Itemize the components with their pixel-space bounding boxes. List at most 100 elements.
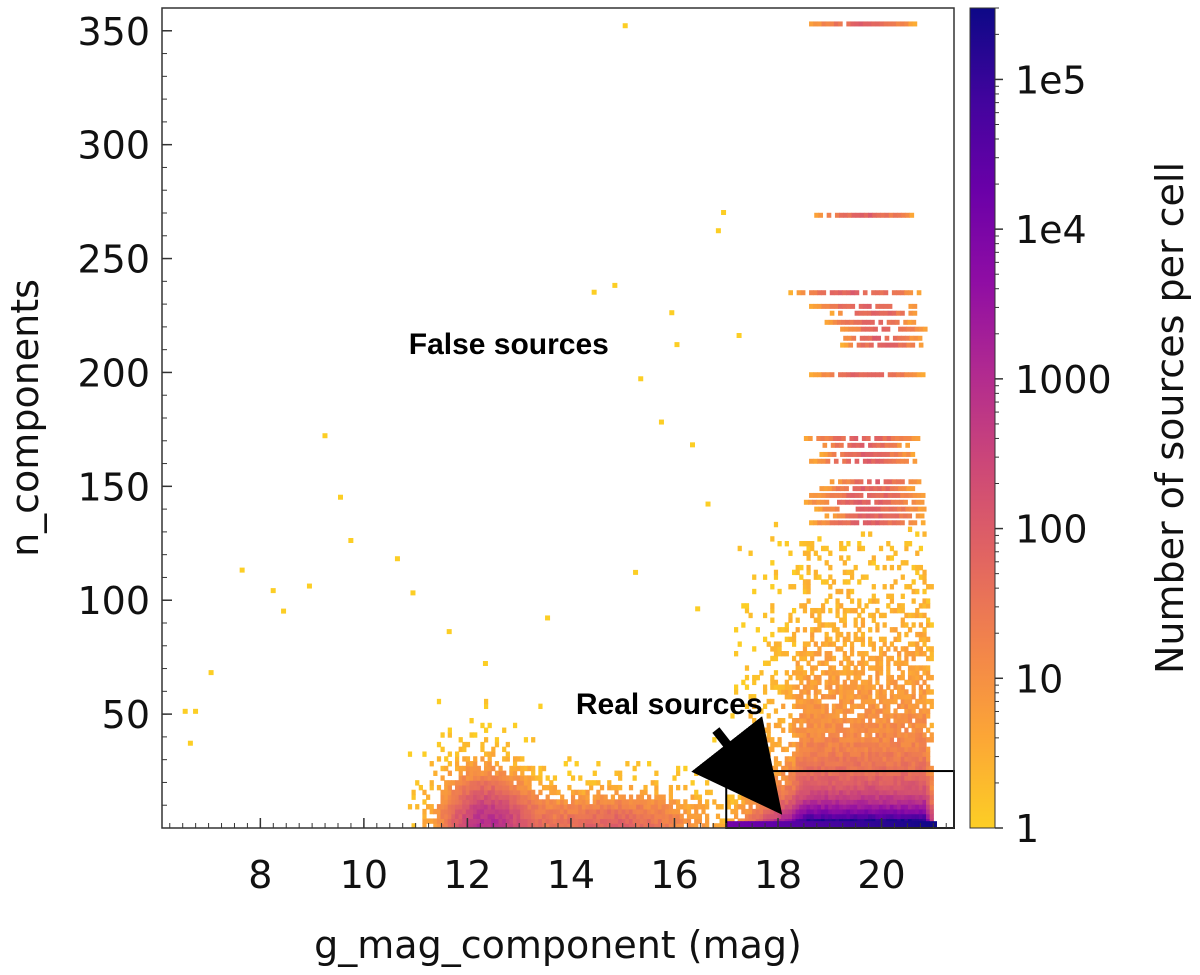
heatmap-cell <box>394 556 400 562</box>
heatmap-cell <box>907 784 913 791</box>
heatmap-cell <box>820 741 826 748</box>
heatmap-cell <box>791 789 797 796</box>
heatmap-cell <box>842 746 847 753</box>
heatmap-cell <box>893 732 898 738</box>
heatmap-cell <box>831 713 837 719</box>
heatmap-cell <box>860 636 866 643</box>
heatmap-streak-cell <box>861 436 867 441</box>
heatmap-cell <box>864 684 869 690</box>
heatmap-cell <box>766 641 771 647</box>
heatmap-cell <box>842 612 847 619</box>
heatmap-cell <box>422 818 427 824</box>
heatmap-cell <box>918 780 924 786</box>
heatmap-cell <box>795 660 800 666</box>
heatmap-cell <box>886 780 891 786</box>
heatmap-cell <box>458 813 463 820</box>
heatmap-cell <box>719 818 724 824</box>
heatmap-cell <box>480 741 485 748</box>
heatmap-cell <box>494 784 500 791</box>
heatmap-cell <box>614 770 619 776</box>
heatmap-cell <box>545 615 551 621</box>
heatmap-streak-cell <box>885 486 891 492</box>
heatmap-cell <box>900 813 905 820</box>
heatmap-streak-cell <box>875 479 880 485</box>
heatmap-cell <box>784 694 789 700</box>
heatmap-cell <box>791 703 797 710</box>
heatmap-cell <box>476 784 481 791</box>
heatmap-cell <box>882 746 887 753</box>
heatmap-cell <box>922 746 927 753</box>
heatmap-cell <box>835 746 840 753</box>
heatmap-cell <box>900 713 905 719</box>
heatmap-cell <box>791 818 797 824</box>
heatmap-cell <box>820 808 826 815</box>
heatmap-cell <box>773 813 779 820</box>
heatmap-cell <box>806 584 811 590</box>
heatmap-cell <box>846 655 851 662</box>
heatmap-cell <box>904 794 909 800</box>
heatmap-cell <box>820 660 826 666</box>
heatmap-cell <box>592 808 597 815</box>
heatmap-cell <box>926 770 931 776</box>
heatmap-cell <box>882 612 887 619</box>
heatmap-cell <box>755 756 760 762</box>
heatmap-cell <box>802 727 808 733</box>
heatmap-cell <box>864 737 869 743</box>
heatmap-cell <box>322 433 328 439</box>
heatmap-cell <box>737 818 742 824</box>
heatmap-cell <box>469 765 474 772</box>
heatmap-cell <box>817 646 822 652</box>
heatmap-streak-cell <box>912 492 918 498</box>
heatmap-cell <box>813 780 818 786</box>
heatmap-cell <box>755 813 760 820</box>
heatmap-cell <box>672 813 677 820</box>
heatmap-cell <box>769 821 774 828</box>
heatmap-cell <box>842 751 847 757</box>
heatmap-cell <box>835 598 840 604</box>
heatmap-cell <box>860 660 866 666</box>
heatmap-cell <box>849 804 855 810</box>
heatmap-cell <box>781 804 786 810</box>
heatmap-streak-cell <box>808 436 813 441</box>
heatmap-cell <box>835 775 840 781</box>
heatmap-cell <box>817 660 822 666</box>
heatmap-cell <box>607 804 612 810</box>
heatmap-cell <box>853 636 858 643</box>
heatmap-cell <box>839 818 844 824</box>
heatmap-cell <box>806 761 811 767</box>
heatmap-cell <box>766 751 771 757</box>
colorbar-tick-label: 100 <box>1015 508 1088 552</box>
heatmap-cell <box>907 713 913 719</box>
heatmap-cell <box>918 689 924 695</box>
heatmap-streak-cell <box>904 21 909 27</box>
heatmap-cell <box>857 751 862 757</box>
heatmap-cell <box>581 818 587 824</box>
heatmap-cell <box>802 641 808 647</box>
heatmap-cell <box>781 799 786 805</box>
heatmap-streak-cell <box>825 303 831 309</box>
heatmap-cell <box>607 818 612 824</box>
heatmap-streak-cell <box>800 290 806 296</box>
heatmap-cell <box>596 794 601 800</box>
heatmap-cell <box>802 761 808 767</box>
heatmap-cell <box>810 655 815 662</box>
heatmap-cell <box>498 775 503 781</box>
heatmap-cell <box>915 775 920 781</box>
heatmap-cell <box>498 823 503 828</box>
heatmap-cell <box>614 799 619 805</box>
heatmap-cell <box>904 660 909 666</box>
heatmap-cell <box>904 808 909 815</box>
heatmap-cell <box>839 751 844 757</box>
heatmap-cell <box>813 717 818 724</box>
heatmap-cell <box>473 756 478 762</box>
heatmap-cell <box>886 674 891 681</box>
heatmap-streak-cell <box>894 436 900 441</box>
heatmap-cell <box>657 823 663 828</box>
heatmap-cell <box>828 746 833 753</box>
heatmap-cell <box>469 761 474 767</box>
heatmap-streak-cell <box>856 326 862 332</box>
heatmap-cell <box>759 813 764 820</box>
heatmap-cell <box>683 818 688 824</box>
heatmap-cell <box>788 808 793 815</box>
heatmap-cell <box>552 808 558 815</box>
